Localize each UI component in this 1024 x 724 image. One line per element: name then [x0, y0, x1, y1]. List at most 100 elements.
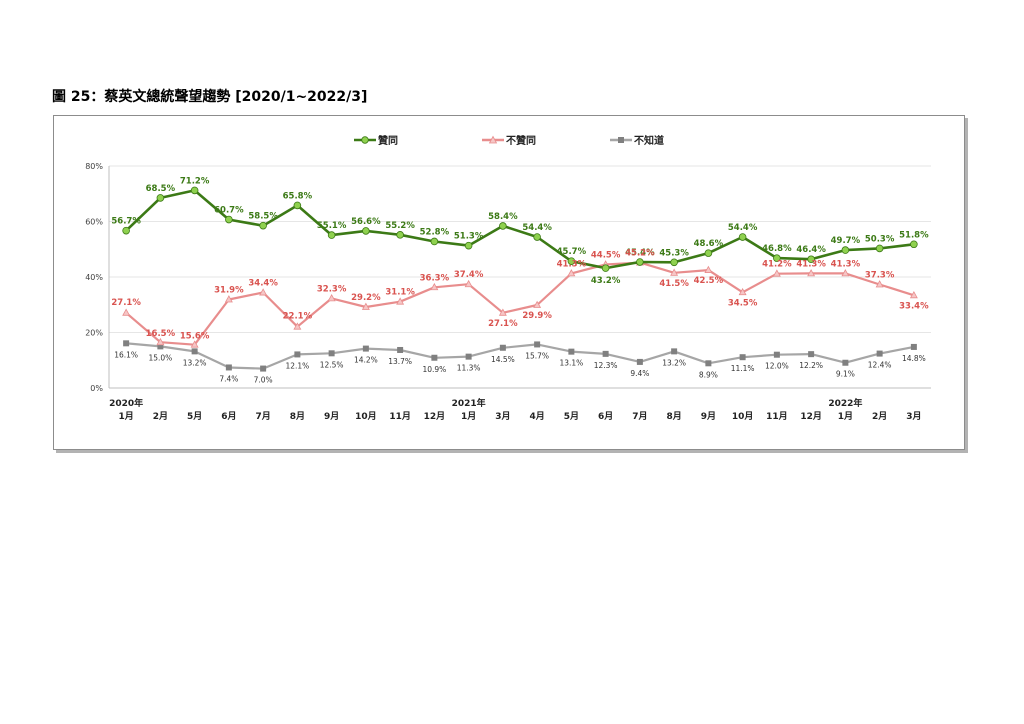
data-point-disapprove	[738, 287, 747, 296]
x-tick-label: 4月	[529, 411, 544, 422]
data-label-disapprove: 27.1%	[488, 319, 518, 329]
data-label-disapprove: 29.9%	[522, 311, 552, 321]
data-point-disapprove	[464, 279, 473, 288]
data-label-disapprove: 27.1%	[111, 298, 141, 308]
x-tick-label: 9月	[324, 411, 339, 422]
data-point-disapprove	[122, 308, 131, 316]
data-point-disapprove	[224, 295, 233, 303]
chart-frame: 贊同 不贊同 不知道 0% 20% 40% 60% 80% 1月 2月 5月 6月 7月 8月 9月 1…	[53, 115, 965, 450]
data-point-disapprove	[875, 280, 884, 288]
legend-item-disapprove: 不贊同	[482, 132, 536, 147]
data-point-unknown	[123, 340, 130, 347]
data-label-unknown: 14.5%	[491, 355, 515, 364]
x-tick-label: 8月	[290, 411, 305, 422]
data-label-disapprove: 31.1%	[385, 288, 415, 298]
data-label-disapprove: 15.6%	[180, 332, 210, 342]
data-point-unknown	[431, 354, 438, 361]
data-label-approve: 45.4%	[625, 248, 655, 258]
x-tick-label: 11月	[389, 411, 411, 422]
x-tick-label: 11月	[766, 411, 788, 422]
data-point-approve	[122, 226, 130, 235]
x-tick-label: 12月	[800, 411, 822, 422]
legend-swatch-unknown	[610, 136, 632, 143]
x-tick-label: 12月	[424, 411, 446, 422]
y-tick-label: 40%	[85, 273, 103, 282]
data-point-approve	[636, 258, 644, 266]
legend-label-unknown: 不知道	[634, 136, 664, 147]
data-label-unknown: 16.1%	[114, 350, 138, 359]
data-label-disapprove: 16.5%	[146, 329, 176, 339]
data-point-unknown	[225, 364, 232, 371]
x-tick-label: 3月	[906, 411, 921, 422]
y-tick-label: 0%	[90, 384, 103, 393]
data-label-approve: 48.6%	[694, 239, 724, 249]
data-label-disapprove: 29.2%	[351, 293, 381, 303]
data-label-approve: 46.8%	[762, 244, 792, 254]
data-label-disapprove: 41.3%	[831, 259, 861, 269]
x-tick-label: 10月	[355, 411, 377, 422]
data-label-disapprove: 33.4%	[899, 301, 929, 311]
data-label-unknown: 13.2%	[662, 358, 686, 367]
x-tick-label: 2月	[872, 411, 887, 422]
data-label-disapprove: 34.5%	[728, 298, 758, 308]
data-label-unknown: 14.2%	[354, 356, 378, 365]
x-year-label: 2020年	[109, 397, 143, 409]
data-label-disapprove: 41.3%	[557, 259, 587, 269]
data-label-approve: 54.4%	[728, 223, 758, 233]
data-point-disapprove	[909, 290, 918, 299]
data-label-approve: 52.8%	[420, 227, 450, 237]
series-line-disapprove	[125, 261, 915, 346]
data-point-unknown	[602, 350, 609, 357]
data-label-unknown: 13.7%	[388, 357, 412, 366]
data-label-unknown: 7.0%	[254, 376, 273, 385]
data-label-disapprove: 45.2%	[625, 249, 655, 259]
x-tick-label: 6月	[221, 411, 236, 422]
data-label-disapprove: 42.5%	[694, 276, 724, 286]
y-tick-label: 20%	[85, 329, 103, 338]
data-label-approve: 49.7%	[831, 236, 861, 246]
data-label-approve: 65.8%	[283, 191, 313, 201]
x-tick-label: 1月	[838, 411, 853, 422]
x-year-label: 2021年	[452, 397, 486, 409]
data-label-disapprove: 37.3%	[865, 270, 895, 280]
data-label-disapprove: 36.3%	[420, 273, 450, 283]
data-point-disapprove	[361, 302, 370, 310]
y-tick-label: 80%	[85, 162, 103, 171]
x-tick-label: 7月	[255, 411, 270, 422]
data-point-approve	[156, 194, 165, 202]
data-label-disapprove: 37.4%	[454, 270, 484, 280]
x-year-label: 2022年	[828, 397, 862, 409]
y-tick-label: 60%	[85, 218, 103, 227]
data-label-approve: 46.4%	[796, 245, 826, 255]
legend-label-approve: 贊同	[378, 136, 398, 147]
data-label-unknown: 11.1%	[731, 364, 755, 373]
data-label-unknown: 12.3%	[594, 361, 618, 370]
data-point-disapprove	[190, 340, 199, 348]
data-label-unknown: 14.8%	[902, 354, 926, 363]
legend-item-approve: 贊同	[354, 132, 398, 147]
data-point-unknown	[808, 351, 815, 358]
x-tick-label: 5月	[564, 411, 579, 422]
data-point-approve	[875, 244, 884, 253]
data-label-unknown: 12.1%	[285, 361, 309, 370]
data-label-approve: 54.4%	[522, 223, 552, 233]
data-point-disapprove	[807, 269, 816, 277]
data-point-disapprove	[567, 269, 576, 277]
data-point-unknown	[328, 350, 335, 357]
data-point-approve	[225, 215, 233, 224]
data-point-unknown	[397, 346, 404, 353]
x-tick-label: 7月	[632, 411, 647, 422]
data-label-approve: 58.5%	[248, 212, 278, 222]
data-point-approve	[190, 186, 199, 195]
data-point-unknown	[739, 354, 746, 361]
data-point-approve	[910, 240, 918, 249]
x-tick-label: 1月	[118, 411, 133, 422]
data-point-approve	[293, 201, 302, 210]
data-point-unknown	[294, 351, 301, 358]
data-point-unknown	[876, 350, 883, 357]
data-label-disapprove: 41.5%	[659, 279, 689, 289]
data-label-disapprove: 31.9%	[214, 285, 244, 295]
data-point-approve	[362, 227, 370, 235]
data-point-disapprove	[293, 322, 302, 330]
data-point-approve	[567, 257, 576, 265]
